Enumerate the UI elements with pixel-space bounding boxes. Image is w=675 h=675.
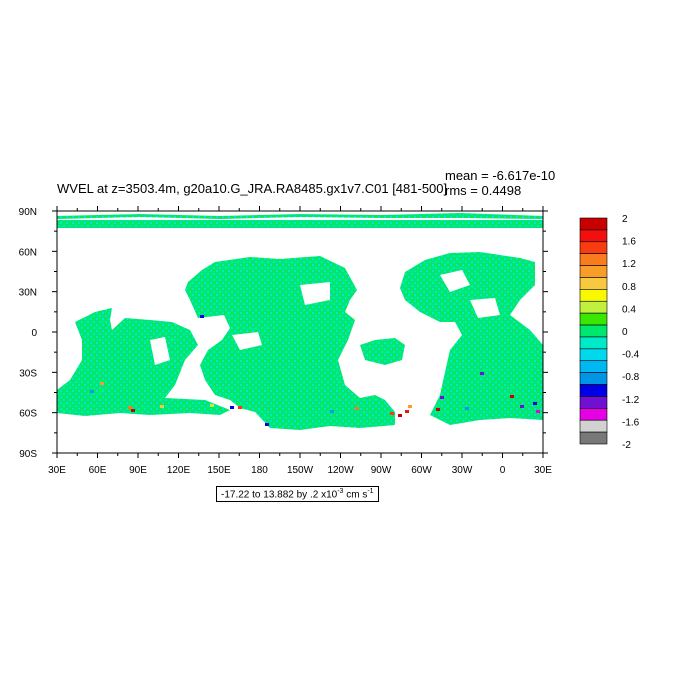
colorbar-label: 0 [622, 327, 628, 338]
extreme-cell-4 [230, 406, 234, 409]
extreme-cell-19 [536, 410, 540, 413]
colorbar-swatch [579, 384, 608, 397]
extreme-cell-2 [160, 405, 164, 408]
lon-tick-label: 30E [534, 465, 552, 476]
ocean-region-3 [57, 308, 230, 416]
extreme-cell-8 [355, 407, 359, 410]
land-island-1 [440, 270, 470, 292]
extreme-cell-1 [131, 409, 135, 412]
extreme-cell-3 [210, 404, 214, 407]
land-island-2 [300, 282, 330, 305]
colorbar-swatch [579, 360, 608, 373]
lon-tick-label: 150E [207, 465, 231, 476]
plot-title: WVEL at z=3503.4m, g20a10.G_JRA.RA8485.g… [57, 181, 448, 196]
colorbar-swatch [579, 253, 608, 266]
extreme-cell-17 [520, 405, 524, 408]
lon-tick-label: 30E [48, 465, 66, 476]
extreme-cell-10 [398, 414, 402, 417]
colorbar-swatch [579, 324, 608, 338]
ocean-region-2 [400, 252, 543, 425]
colorbar-swatch [579, 300, 608, 314]
ocean-region-5 [57, 220, 543, 228]
extreme-cell-13 [436, 408, 440, 411]
lon-tick-label: 30W [452, 465, 473, 476]
lat-tick-label: 60S [19, 409, 37, 420]
ocean-region-4 [360, 338, 405, 365]
extreme-cell-14 [440, 396, 444, 399]
colorbar-label: -1.2 [622, 395, 640, 406]
extreme-cell-11 [405, 410, 409, 413]
lon-tick-label: 90E [129, 465, 147, 476]
lon-tick-label: 90W [371, 465, 392, 476]
land-island-3 [150, 337, 170, 365]
extreme-cell-23 [480, 372, 484, 375]
lon-tick-label: 60W [411, 465, 432, 476]
colorbar-swatch [579, 265, 608, 278]
lon-tick-label: 120E [167, 465, 191, 476]
extreme-cell-0 [128, 406, 132, 409]
lat-tick-label: 90S [19, 449, 37, 460]
colorbar-swatch [579, 229, 608, 243]
mean-stat: mean = -6.617e-10 [445, 168, 556, 183]
colorbar-swatch [579, 277, 608, 290]
colorbar-swatch [579, 396, 608, 409]
rms-stat: rms = 0.4498 [445, 183, 522, 198]
extreme-cell-5 [238, 406, 242, 409]
lon-tick-label: 120W [327, 465, 354, 476]
colorbar-swatch [579, 312, 608, 326]
colorbar-swatch [579, 241, 608, 254]
lat-tick-label: 60N [19, 247, 37, 258]
colorbar-swatch [579, 419, 608, 433]
land-island-0 [232, 332, 262, 350]
extreme-cell-21 [100, 382, 104, 385]
lon-tick-label: 180 [251, 465, 268, 476]
ocean-field [57, 211, 543, 453]
map-axes: 30E 60E 90E 120E 150E 180 150W 120W 90W 60W 30W 0 30… [19, 206, 552, 476]
colorbar-label: -1.6 [622, 417, 640, 428]
colorbar-label: 2 [622, 214, 628, 225]
colorbar-label: 1.2 [622, 259, 636, 270]
colorbar-swatch [579, 348, 608, 362]
contour-range-box: -17.22 to 13.882 by .2 x10-3 cm s-1 [216, 486, 379, 503]
extreme-cell-12 [408, 405, 412, 408]
colorbar-label: -0.8 [622, 372, 640, 383]
lon-tick-label: 150W [287, 465, 314, 476]
colorbar-label: -0.4 [622, 350, 640, 361]
ocean-region-0 [57, 213, 543, 219]
colorbar-swatch [579, 289, 608, 302]
lat-tick-label: 30N [19, 288, 37, 299]
extreme-cell-6 [265, 423, 269, 426]
extreme-cell-16 [510, 395, 514, 398]
colorbar-swatch [579, 431, 608, 445]
extreme-cell-15 [465, 407, 469, 410]
extreme-cell-18 [533, 402, 537, 405]
lon-tick-label: 0 [500, 465, 506, 476]
extreme-cell-20 [90, 390, 94, 393]
extreme-cell-7 [330, 410, 334, 413]
colorbar-label: -2 [622, 440, 631, 451]
extreme-cell-22 [200, 315, 204, 318]
lat-tick-label: 90N [19, 207, 37, 218]
colorbar-label: 1.6 [622, 237, 636, 248]
lon-tick-label: 60E [89, 465, 107, 476]
colorbar-swatch [579, 408, 608, 421]
land-island-4 [470, 298, 500, 318]
ocean-region-1 [185, 256, 395, 430]
colorbar-label: 0.4 [622, 304, 636, 315]
colorbar-swatch [579, 372, 608, 385]
lat-tick-label: 30S [19, 368, 37, 379]
colorbar-label: 0.8 [622, 282, 636, 293]
colorbar-swatch [579, 336, 608, 350]
lat-tick-label: 0 [31, 328, 37, 339]
colorbar: 2 1.6 1.2 0.8 0.4 0 -0.4 -0.8 -1.2 -1.6 -2 [579, 214, 640, 451]
extreme-cell-9 [390, 412, 394, 415]
colorbar-swatch [579, 217, 608, 231]
